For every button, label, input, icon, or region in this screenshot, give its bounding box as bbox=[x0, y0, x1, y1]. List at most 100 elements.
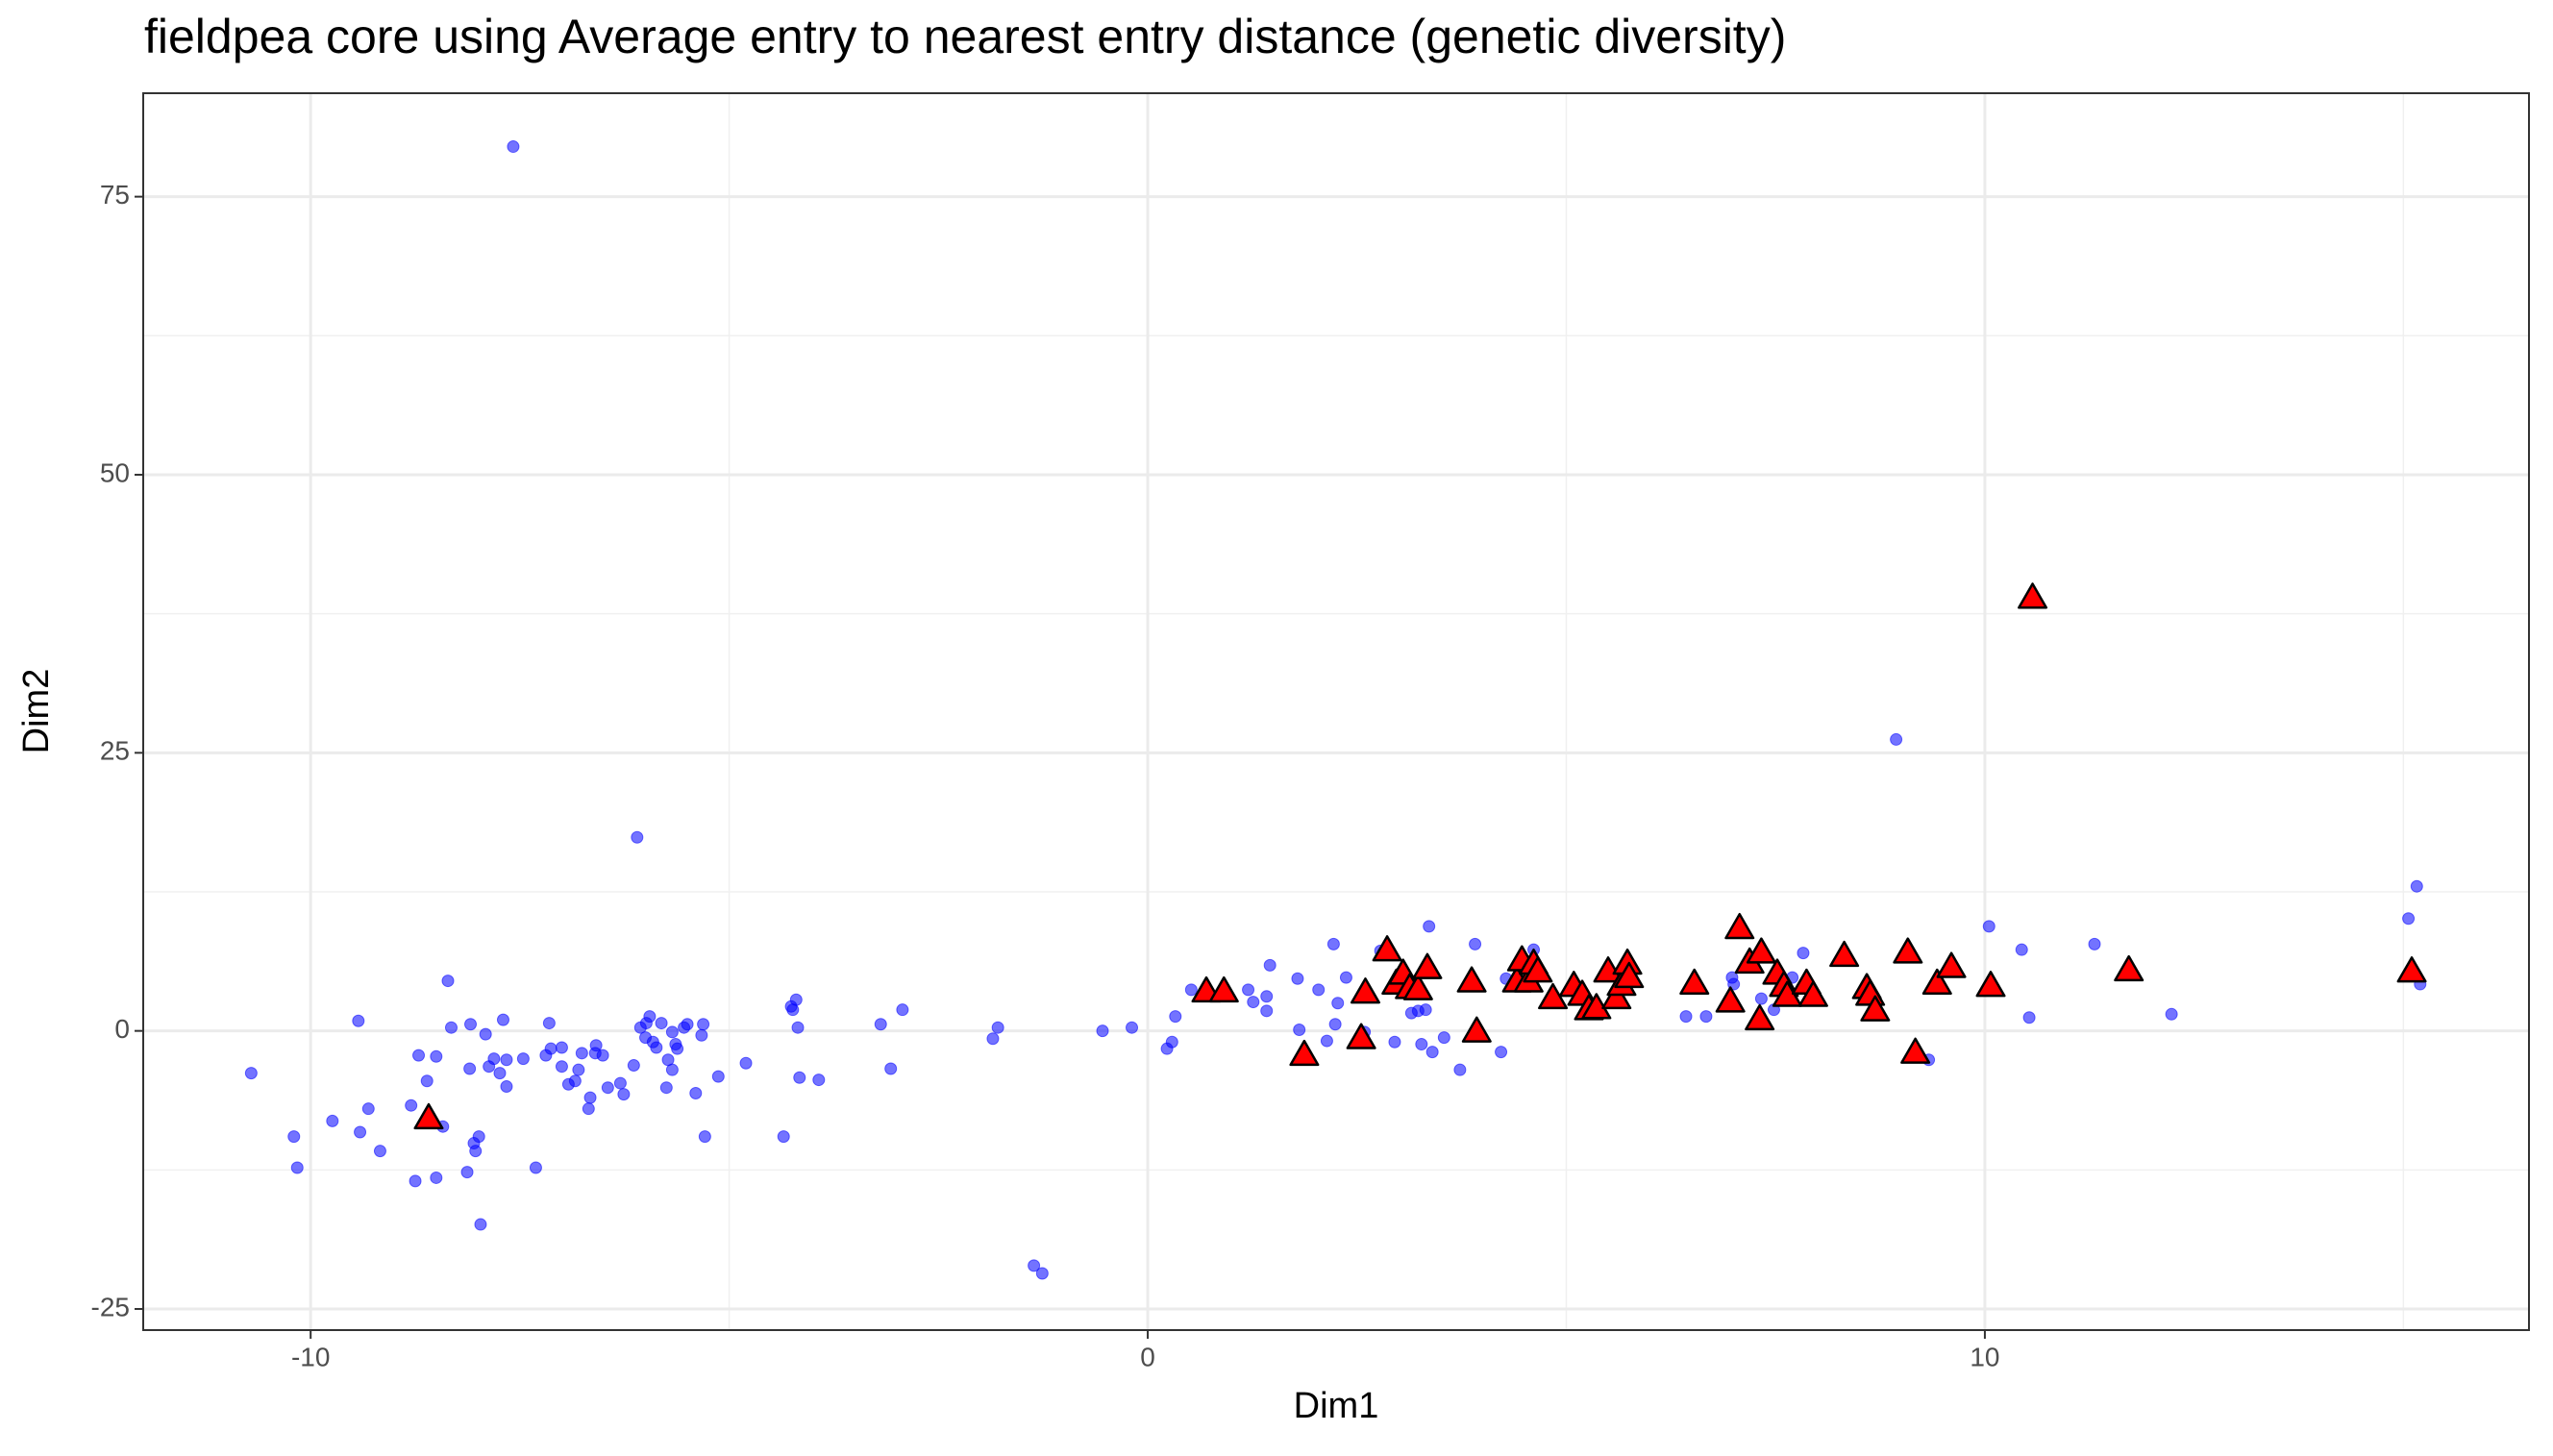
point bbox=[874, 1018, 887, 1031]
point bbox=[665, 1025, 679, 1039]
point bbox=[884, 1062, 898, 1075]
core-point bbox=[2114, 954, 2144, 982]
point bbox=[354, 1125, 367, 1139]
y-tick-label: 50 bbox=[100, 457, 130, 487]
core-point bbox=[1601, 982, 1632, 1010]
core-point bbox=[1350, 977, 1380, 1004]
plot-border bbox=[142, 92, 2530, 1331]
point bbox=[582, 1102, 595, 1116]
y-tick-label: -25 bbox=[91, 1292, 130, 1321]
point bbox=[430, 1171, 443, 1184]
point bbox=[789, 993, 803, 1006]
point bbox=[1437, 1031, 1450, 1045]
point bbox=[601, 1081, 614, 1095]
core-point bbox=[1900, 1037, 1931, 1064]
point bbox=[420, 1074, 434, 1088]
point bbox=[1328, 1018, 1342, 1031]
point bbox=[739, 1056, 753, 1070]
point bbox=[665, 1063, 679, 1076]
x-axis-title: Dim1 bbox=[1294, 1386, 1379, 1426]
point bbox=[244, 1067, 258, 1080]
point bbox=[507, 140, 520, 154]
point bbox=[1453, 1063, 1467, 1076]
point bbox=[287, 1130, 301, 1144]
point bbox=[1415, 1038, 1428, 1051]
point bbox=[464, 1018, 478, 1031]
point bbox=[568, 1074, 582, 1088]
point bbox=[479, 1027, 492, 1041]
point bbox=[1035, 1267, 1049, 1280]
point bbox=[409, 1174, 422, 1188]
point bbox=[361, 1102, 375, 1116]
point bbox=[777, 1130, 790, 1144]
core-point bbox=[1523, 956, 1553, 983]
point bbox=[2410, 879, 2423, 893]
point bbox=[1242, 983, 1255, 997]
point bbox=[493, 1067, 507, 1080]
point bbox=[555, 1060, 568, 1073]
core-point bbox=[1715, 986, 1746, 1013]
point bbox=[793, 1071, 806, 1084]
point bbox=[812, 1073, 826, 1087]
core-point bbox=[1745, 1003, 1775, 1031]
core-point bbox=[1860, 995, 1891, 1022]
core-point bbox=[2396, 956, 2427, 983]
point bbox=[986, 1032, 1000, 1046]
point bbox=[460, 1166, 474, 1179]
core-point bbox=[1893, 937, 1923, 964]
core-point bbox=[1456, 966, 1487, 993]
point bbox=[1320, 1034, 1333, 1048]
core-point bbox=[1614, 961, 1645, 989]
point bbox=[689, 1086, 703, 1099]
point bbox=[575, 1047, 588, 1060]
point bbox=[1263, 958, 1276, 972]
point bbox=[671, 1042, 684, 1055]
core-point bbox=[1461, 1016, 1492, 1043]
point bbox=[516, 1052, 530, 1066]
point bbox=[617, 1088, 631, 1101]
point bbox=[643, 1010, 657, 1024]
point bbox=[290, 1161, 304, 1174]
point bbox=[1423, 920, 1436, 933]
point bbox=[1326, 937, 1340, 950]
point bbox=[650, 1041, 663, 1054]
point bbox=[1260, 990, 1274, 1003]
point bbox=[791, 1021, 805, 1034]
point bbox=[555, 1041, 568, 1054]
point bbox=[627, 1059, 640, 1073]
point bbox=[991, 1021, 1004, 1034]
point bbox=[352, 1014, 365, 1027]
point bbox=[412, 1049, 426, 1062]
core-point bbox=[1289, 1039, 1320, 1067]
point bbox=[1184, 983, 1198, 997]
x-tick-label: 0 bbox=[1140, 1342, 1155, 1371]
point bbox=[472, 1130, 485, 1144]
point bbox=[500, 1080, 513, 1094]
core-point bbox=[1829, 940, 1860, 968]
point bbox=[1754, 992, 1768, 1005]
point bbox=[1291, 972, 1304, 985]
point bbox=[487, 1052, 501, 1066]
point bbox=[698, 1130, 711, 1144]
point bbox=[1388, 1035, 1401, 1049]
point bbox=[1495, 1046, 1508, 1059]
point bbox=[711, 1070, 725, 1083]
point bbox=[659, 1081, 673, 1095]
core-point bbox=[1724, 912, 1755, 940]
point bbox=[613, 1076, 627, 1090]
point bbox=[2402, 912, 2416, 925]
point bbox=[655, 1017, 668, 1030]
plot-background bbox=[143, 93, 2529, 1330]
point bbox=[474, 1218, 487, 1231]
y-tick-label: 75 bbox=[100, 180, 130, 210]
point bbox=[463, 1062, 477, 1075]
core-point bbox=[1372, 935, 1402, 962]
point bbox=[1331, 997, 1345, 1010]
point bbox=[496, 1013, 509, 1026]
core-point bbox=[1797, 980, 1828, 1007]
point bbox=[1260, 1004, 1274, 1018]
point bbox=[1165, 1035, 1178, 1049]
core-point bbox=[1975, 971, 2006, 998]
